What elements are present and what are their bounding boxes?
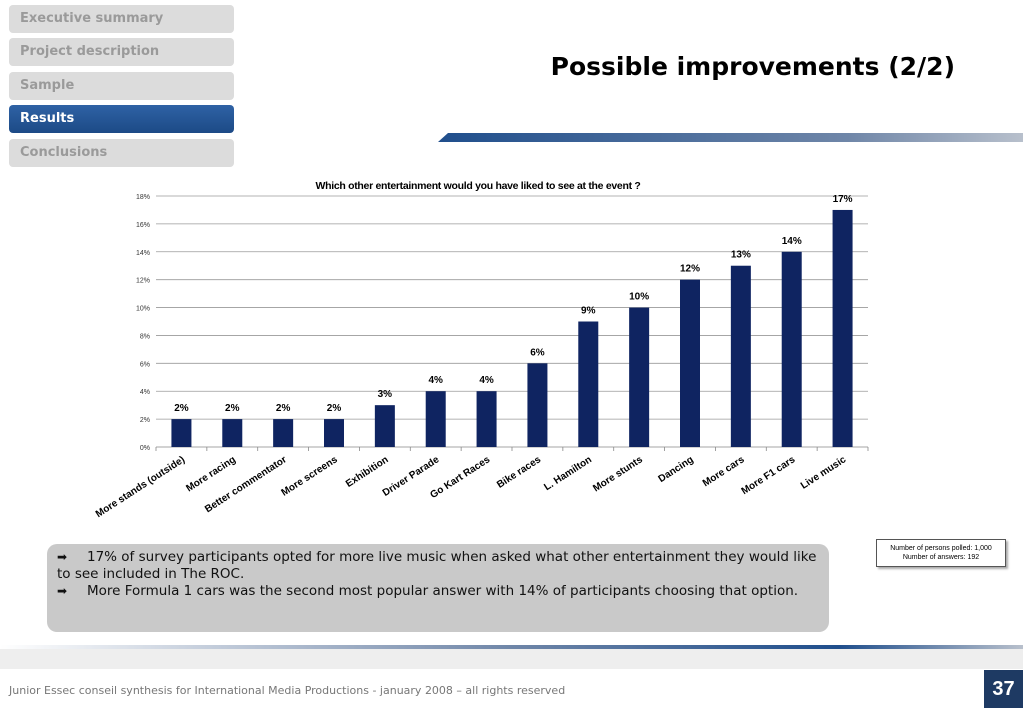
bar-value-label: 4% [428, 375, 443, 386]
category-label: Dancing [657, 454, 696, 485]
answers-count-text: Number of answers: 192 [902, 554, 980, 561]
bar-value-label: 14% [782, 236, 802, 247]
bar-value-label: 2% [327, 403, 342, 414]
bar [527, 363, 548, 447]
category-label: More screens [280, 454, 340, 499]
y-tick-label: 6% [140, 361, 150, 368]
nav-item-conclusions[interactable]: Conclusions [9, 139, 234, 167]
bar [476, 391, 497, 447]
y-tick-label: 18% [136, 194, 150, 201]
summary-point-1-text: 17% of survey participants opted for mor… [57, 549, 817, 582]
y-tick-label: 12% [136, 278, 150, 285]
bar [730, 265, 751, 447]
bar-value-label: 3% [378, 389, 393, 400]
bar-value-label: 12% [680, 264, 700, 275]
bar [781, 251, 802, 447]
bar [425, 391, 446, 447]
nav-item-results[interactable]: Results [9, 105, 234, 133]
summary-point-1: ➡ 17% of survey participants opted for mo… [57, 549, 819, 583]
category-label: Exhibition [344, 454, 391, 490]
y-tick-label: 8% [140, 333, 150, 340]
bar [324, 419, 344, 447]
y-tick-label: 14% [136, 250, 150, 257]
respondents-note: Number of persons polled: 1,000 Number o… [876, 539, 1006, 567]
nav-item-executive-summary[interactable]: Executive summary [9, 5, 234, 33]
bar-chart: Which other entertainment would you have… [94, 180, 869, 520]
bar [171, 419, 192, 447]
category-label: More stunts [591, 454, 645, 494]
summary-box: ➡ 17% of survey participants opted for mo… [47, 544, 829, 632]
persons-polled-text: Number of persons polled: 1,000 [890, 545, 992, 552]
bar [832, 209, 853, 447]
bar [273, 419, 294, 447]
page-title: Possible improvements (2/2) [550, 52, 955, 81]
category-label: More F1 cars [740, 454, 798, 497]
bar-value-label: 4% [479, 375, 494, 386]
y-tick-label: 4% [140, 389, 150, 396]
y-tick-label: 0% [140, 445, 150, 452]
bar-value-label: 17% [833, 194, 853, 205]
bar [680, 279, 700, 447]
category-label: More stands (outside) [94, 454, 187, 520]
bar [374, 405, 395, 447]
nav-item-project-description[interactable]: Project description [9, 38, 234, 66]
bar-value-label: 13% [731, 250, 751, 261]
bar-value-label: 2% [225, 403, 240, 414]
category-label: Better commentator [203, 454, 289, 515]
bar-value-label: 10% [629, 292, 649, 303]
bar [629, 307, 650, 447]
title-underline [438, 133, 1023, 142]
bar-value-label: 9% [581, 306, 596, 317]
footer-divider [0, 645, 1023, 649]
bar-value-label: 6% [530, 347, 545, 358]
footer-band [0, 649, 1023, 669]
category-label: Live music [799, 454, 849, 492]
bar [578, 321, 599, 447]
footer-copyright: Junior Essec conseil synthesis for Inter… [9, 684, 566, 697]
chart-title: Which other entertainment would you have… [316, 180, 641, 192]
bar [222, 419, 243, 447]
y-tick-label: 16% [136, 222, 150, 229]
arrow-right-icon: ➡ [57, 584, 68, 598]
page-number: 37 [984, 670, 1023, 708]
y-tick-label: 2% [140, 417, 150, 424]
category-label: Bike races [495, 454, 543, 491]
bar-value-label: 2% [174, 403, 189, 414]
arrow-right-icon: ➡ [57, 550, 68, 564]
category-label: L. Hamilton [542, 454, 594, 493]
y-tick-label: 10% [136, 306, 150, 313]
bar-value-label: 2% [276, 403, 291, 414]
category-label: More cars [701, 454, 747, 489]
summary-point-2-text: More Formula 1 cars was the second most … [87, 583, 799, 599]
nav-item-sample[interactable]: Sample [9, 72, 234, 100]
summary-point-2: ➡ More Formula 1 cars was the second most… [57, 583, 819, 600]
